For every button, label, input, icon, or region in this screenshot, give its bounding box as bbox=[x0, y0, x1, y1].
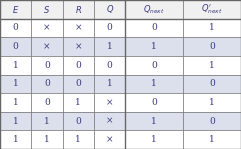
Bar bbox=[63, 112, 94, 130]
Bar bbox=[31, 0, 63, 19]
Text: 0: 0 bbox=[75, 61, 81, 70]
Bar bbox=[94, 130, 125, 149]
Bar bbox=[63, 56, 94, 74]
Bar bbox=[183, 56, 241, 74]
Text: 1: 1 bbox=[151, 79, 157, 88]
Bar bbox=[94, 37, 125, 56]
Bar bbox=[63, 93, 94, 112]
Text: 1: 1 bbox=[13, 98, 19, 107]
Bar bbox=[183, 19, 241, 37]
Bar bbox=[0, 0, 31, 19]
Bar bbox=[0, 130, 31, 149]
Bar bbox=[94, 56, 125, 74]
Bar bbox=[125, 0, 183, 19]
Bar bbox=[0, 19, 31, 37]
Text: $\mathit{R}$: $\mathit{R}$ bbox=[75, 4, 82, 15]
Text: 1: 1 bbox=[44, 135, 50, 144]
Text: 0: 0 bbox=[75, 79, 81, 88]
Text: 1: 1 bbox=[75, 135, 81, 144]
Bar bbox=[94, 112, 125, 130]
Text: 1: 1 bbox=[209, 61, 215, 70]
Text: 0: 0 bbox=[209, 42, 215, 51]
Text: 0: 0 bbox=[44, 98, 50, 107]
Text: 0: 0 bbox=[151, 23, 157, 32]
Bar bbox=[183, 74, 241, 93]
Bar bbox=[63, 74, 94, 93]
Bar bbox=[63, 19, 94, 37]
Text: 1: 1 bbox=[151, 135, 157, 144]
Text: ×: × bbox=[74, 23, 82, 32]
Text: 0: 0 bbox=[151, 61, 157, 70]
Text: 0: 0 bbox=[44, 61, 50, 70]
Bar bbox=[31, 19, 63, 37]
Text: 0: 0 bbox=[44, 79, 50, 88]
Bar bbox=[0, 56, 31, 74]
Text: 1: 1 bbox=[13, 79, 19, 88]
Bar bbox=[94, 74, 125, 93]
Text: 1: 1 bbox=[13, 135, 19, 144]
Text: ×: × bbox=[43, 42, 51, 51]
Bar bbox=[183, 93, 241, 112]
Text: 1: 1 bbox=[13, 61, 19, 70]
Bar bbox=[183, 37, 241, 56]
Bar bbox=[125, 19, 183, 37]
Text: $\mathit{E}$: $\mathit{E}$ bbox=[12, 4, 19, 15]
Bar bbox=[125, 93, 183, 112]
Bar bbox=[31, 37, 63, 56]
Text: ×: × bbox=[74, 42, 82, 51]
Bar bbox=[125, 37, 183, 56]
Text: ×: × bbox=[106, 135, 114, 144]
Bar bbox=[125, 74, 183, 93]
Text: 1: 1 bbox=[107, 79, 113, 88]
Bar bbox=[0, 74, 31, 93]
Text: ×: × bbox=[43, 23, 51, 32]
Text: 1: 1 bbox=[44, 117, 50, 126]
Bar bbox=[31, 93, 63, 112]
Text: 1: 1 bbox=[151, 42, 157, 51]
Bar bbox=[63, 0, 94, 19]
Text: $\mathit{Q}_{next}$: $\mathit{Q}_{next}$ bbox=[143, 3, 165, 15]
Text: 1: 1 bbox=[209, 98, 215, 107]
Text: 0: 0 bbox=[209, 79, 215, 88]
Bar bbox=[63, 37, 94, 56]
Bar bbox=[0, 93, 31, 112]
Text: $\mathit{Q}$: $\mathit{Q}$ bbox=[106, 3, 114, 15]
Text: 0: 0 bbox=[151, 98, 157, 107]
Text: 0: 0 bbox=[13, 23, 19, 32]
Bar bbox=[125, 56, 183, 74]
Text: 0: 0 bbox=[75, 117, 81, 126]
Text: 0: 0 bbox=[107, 23, 113, 32]
Bar bbox=[125, 112, 183, 130]
Text: 0: 0 bbox=[13, 42, 19, 51]
Bar bbox=[31, 130, 63, 149]
Bar bbox=[183, 0, 241, 19]
Bar bbox=[94, 93, 125, 112]
Bar bbox=[31, 112, 63, 130]
Text: 1: 1 bbox=[209, 23, 215, 32]
Text: $\mathit{Q}_{next}'$: $\mathit{Q}_{next}'$ bbox=[201, 3, 223, 16]
Text: ×: × bbox=[106, 117, 114, 126]
Text: 1: 1 bbox=[151, 117, 157, 126]
Bar bbox=[0, 112, 31, 130]
Text: $\mathit{S}$: $\mathit{S}$ bbox=[43, 4, 51, 15]
Bar bbox=[31, 56, 63, 74]
Bar bbox=[63, 130, 94, 149]
Text: 1: 1 bbox=[13, 117, 19, 126]
Bar bbox=[94, 19, 125, 37]
Bar bbox=[183, 112, 241, 130]
Text: 1: 1 bbox=[209, 135, 215, 144]
Text: 1: 1 bbox=[107, 42, 113, 51]
Bar bbox=[0, 37, 31, 56]
Bar bbox=[183, 130, 241, 149]
Text: 0: 0 bbox=[107, 61, 113, 70]
Text: 0: 0 bbox=[209, 117, 215, 126]
Bar bbox=[31, 74, 63, 93]
Bar bbox=[94, 0, 125, 19]
Text: ×: × bbox=[106, 98, 114, 107]
Text: 1: 1 bbox=[75, 98, 81, 107]
Bar bbox=[125, 130, 183, 149]
